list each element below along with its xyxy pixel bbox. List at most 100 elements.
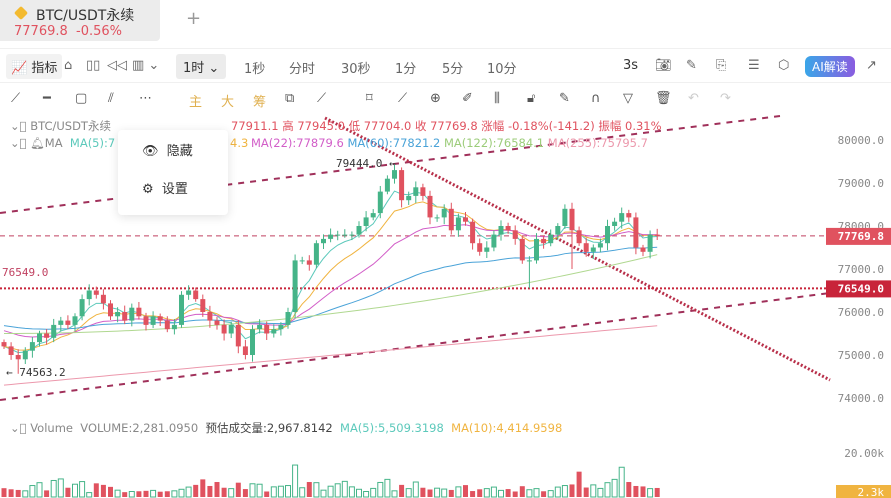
interval-30s[interactable]: 30秒	[341, 62, 371, 77]
symbol-tab[interactable]: BTC/USDT永续 77769.8 -0.56%	[0, 0, 160, 41]
big-order-button[interactable]: 大	[221, 95, 235, 110]
interval-label: 1时	[183, 61, 205, 76]
main-force-button[interactable]: 主	[189, 95, 203, 110]
volume-estimate: 预估成交量:2,967.8142	[205, 421, 333, 435]
interval-timeline[interactable]: 分时	[289, 62, 316, 77]
brush-icon[interactable]: ✐	[462, 91, 473, 106]
candle-body	[505, 226, 511, 231]
grid-icon[interactable]: ▯▯	[86, 58, 101, 73]
candle-body	[186, 290, 192, 295]
undo-icon[interactable]: ↶	[688, 91, 699, 106]
volume-bar	[427, 489, 433, 497]
candle-body	[44, 333, 50, 338]
horizontal-line-icon[interactable]: ━	[43, 91, 51, 106]
line-icon[interactable]: ⟋	[11, 91, 21, 106]
camera-icon[interactable]: 📷︎	[655, 58, 672, 73]
ma122-value: MA(122):76584.1	[443, 136, 545, 150]
chart-type-icon[interactable]: ▥ ⌄	[132, 58, 160, 73]
y-tick-label: 77000.0	[838, 263, 884, 276]
drawing-toolbar: ⟋ ━ ▢ ⫽ ⋯ 主 大 筹 ⧉ ⟋ ⌑ ⟋ ⊕ ✐ ⫼ 🔓︎ ✎ ∩ ▽ 🗑…	[0, 85, 891, 113]
volume-bar	[583, 487, 589, 497]
interval-select[interactable]: 1时 ⌄	[176, 54, 227, 79]
indicator-label: 指标	[31, 61, 58, 76]
pattern-icon[interactable]: ⫼	[494, 91, 500, 106]
layout-icon[interactable]: ⌂	[64, 58, 73, 73]
legend-symbol: BTC/USDT永续	[30, 119, 111, 133]
volume-bar	[171, 490, 178, 498]
trash-icon[interactable]: 🗑︎	[655, 91, 672, 106]
volume-bar	[285, 485, 291, 498]
candle-body	[22, 350, 28, 360]
candle-body	[399, 170, 405, 201]
volume-ma5: MA(5):5,509.3198	[340, 421, 444, 435]
candle-body	[448, 208, 454, 231]
volume-bar	[405, 488, 412, 498]
share-icon[interactable]: ↗	[866, 58, 877, 73]
lower-channel-line	[0, 292, 831, 401]
lock-icon[interactable]: 🔓︎	[527, 91, 536, 106]
candle-body	[37, 333, 42, 343]
candle-body	[541, 238, 547, 244]
menu-settings[interactable]: ⚙︎ 设置	[142, 178, 188, 197]
redo-icon[interactable]: ↷	[720, 91, 731, 106]
tab-change: -0.56%	[76, 24, 123, 39]
volume-bar	[249, 483, 256, 498]
candle-body	[597, 243, 603, 248]
candle-body	[72, 316, 78, 325]
volume-bar	[128, 490, 135, 498]
volume-bar	[256, 483, 263, 498]
note-icon[interactable]: ✎	[559, 91, 570, 106]
add-tab-button[interactable]: +	[186, 8, 202, 29]
more-icon[interactable]: ⋯	[139, 91, 152, 106]
zoom-in-icon[interactable]: ⊕	[430, 91, 441, 106]
candle-body	[306, 260, 312, 265]
parallel-channel-icon[interactable]: ⫽	[108, 91, 114, 106]
list-icon[interactable]: ☰	[748, 58, 760, 73]
settings-icon[interactable]: ⬡	[778, 58, 790, 73]
chip-button[interactable]: 筹	[253, 95, 267, 110]
magnet-icon[interactable]: ∩	[591, 91, 601, 106]
volume-bar	[270, 486, 277, 498]
menu-hide[interactable]: 👁︎ 隐藏	[142, 140, 193, 159]
interval-5m[interactable]: 5分	[442, 62, 464, 77]
candle-body	[477, 243, 483, 252]
volume-tick-label: 20.00k	[844, 447, 884, 460]
interval-1m[interactable]: 1分	[395, 62, 417, 77]
last-price-label: 77769.8	[838, 230, 884, 243]
ruler-icon[interactable]: ⟋	[398, 91, 408, 106]
fib-icon[interactable]: ⟋	[317, 91, 327, 106]
candle-body	[654, 234, 660, 236]
filter-icon[interactable]: ▽	[623, 91, 633, 106]
pencil-icon[interactable]: ✎	[686, 58, 697, 73]
volume-bar	[470, 491, 476, 497]
candle-body	[235, 324, 241, 347]
ai-interpret-button[interactable]: AI解读	[805, 56, 855, 77]
replace-icon[interactable]: ⎘	[716, 58, 727, 73]
volume-bar	[448, 489, 454, 497]
volume-bar	[590, 484, 597, 498]
candle-body	[569, 208, 575, 231]
bookmark-icon[interactable]: ⌑	[366, 91, 373, 106]
candle-body	[342, 234, 348, 236]
volume-last-tag	[836, 485, 891, 498]
rectangle-icon[interactable]: ▢	[75, 91, 88, 106]
volume-bar	[654, 487, 660, 497]
volume-bar	[597, 487, 604, 498]
ma-legend: ⌄⃝ 🔔︎MA MA(5):7	[10, 136, 116, 150]
volume-bar	[264, 491, 270, 497]
volume-bar	[157, 491, 163, 497]
indicator-button[interactable]: 📈 指标	[6, 54, 63, 79]
replay-icon[interactable]: ◁◁	[107, 58, 127, 73]
volume-bar	[633, 485, 639, 497]
volume-bar	[611, 478, 618, 498]
interval-10m[interactable]: 10分	[487, 62, 517, 77]
candle-body	[406, 195, 412, 201]
candle-body	[349, 234, 355, 236]
auto-draw-icon[interactable]: ⧉	[285, 91, 295, 106]
interval-1s[interactable]: 1秒	[244, 62, 266, 77]
candle-body	[434, 217, 440, 219]
candle-body	[214, 320, 220, 325]
refresh-rate[interactable]: 3s	[623, 58, 639, 73]
candle-body	[612, 221, 618, 226]
